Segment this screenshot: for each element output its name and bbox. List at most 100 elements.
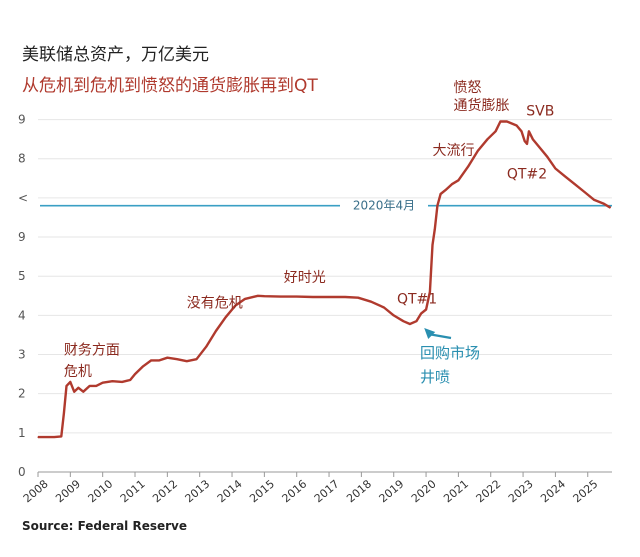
y-tick-label: 9 <box>18 113 26 127</box>
data-point <box>564 175 566 177</box>
x-tick-label: 2017 <box>312 477 342 505</box>
data-point <box>436 205 438 207</box>
data-point <box>370 301 372 303</box>
data-point <box>186 360 188 362</box>
annotation: 没有危机 <box>187 296 243 312</box>
data-point <box>234 304 236 307</box>
x-tick-label: 2015 <box>247 477 277 505</box>
data-point <box>528 130 530 132</box>
x-tick-label: 2008 <box>21 477 51 505</box>
data-point <box>224 316 227 318</box>
data-point <box>457 179 459 181</box>
x-tick-label: 2024 <box>538 477 568 505</box>
data-point <box>69 381 71 383</box>
callout-text: 井喷 <box>420 368 450 386</box>
y-tick-label: 4 <box>18 308 26 322</box>
data-point <box>546 156 548 158</box>
y-axis: 0 1 2 3 4 5 9 <8 9 <box>18 113 28 479</box>
data-point <box>158 359 160 361</box>
data-point <box>134 373 136 375</box>
x-tick-label: 2025 <box>571 477 601 505</box>
data-point <box>451 183 453 185</box>
data-point <box>176 358 178 360</box>
data-point <box>357 297 359 299</box>
data-point <box>477 150 479 152</box>
data-point <box>440 193 442 195</box>
data-point <box>603 203 605 205</box>
y-tick-label: 0 <box>18 465 26 479</box>
annotation: QT#2 <box>507 166 547 182</box>
data-point <box>142 365 144 367</box>
data-point <box>574 183 576 185</box>
data-point <box>494 130 497 132</box>
x-tick-label: 2016 <box>280 477 310 505</box>
data-point <box>532 138 534 140</box>
data-point <box>415 320 417 322</box>
y-tick-label: 8 <box>18 152 26 166</box>
x-tick-label: 2013 <box>183 477 213 505</box>
annotation: 财务方面 <box>64 343 120 359</box>
data-point <box>516 124 518 127</box>
data-point <box>215 330 217 332</box>
data-point <box>77 387 80 389</box>
data-point <box>296 295 298 298</box>
data-point <box>150 359 152 361</box>
annotation: 好时光 <box>284 270 326 286</box>
data-point <box>420 312 422 315</box>
data-point <box>583 191 586 193</box>
annotation: 通货膨胀 <box>454 97 510 114</box>
y-tick-label: 2 <box>18 387 26 401</box>
data-point <box>526 143 528 145</box>
x-tick-label: 2021 <box>441 477 471 505</box>
data-point <box>344 296 346 298</box>
data-point <box>429 291 431 293</box>
data-point <box>102 382 104 384</box>
data-point <box>402 320 405 322</box>
x-axis: 2008 2009 2010 2011 2012 2013 2014 2015 2016 2017… <box>21 471 612 505</box>
x-tick-label: 2011 <box>118 477 148 505</box>
y-tick-label: < <box>18 191 28 205</box>
y-tick-label: 5 <box>18 269 26 283</box>
data-point <box>279 295 282 298</box>
data-point <box>312 296 314 298</box>
data-point <box>506 120 508 123</box>
data-point <box>425 308 427 311</box>
data-point <box>73 391 75 393</box>
data-point <box>257 295 259 297</box>
data-point <box>129 379 131 381</box>
source-note: Source: Federal Reserve <box>22 519 187 533</box>
data-point <box>37 436 39 438</box>
x-tick-label: 2023 <box>506 477 536 505</box>
y-tick-label: 9 <box>18 230 26 244</box>
reference-line-label: 2020年4月 <box>353 199 415 213</box>
y-tick-label: 3 <box>18 348 26 362</box>
data-point <box>82 391 84 393</box>
annotation: 愤怒 <box>454 80 482 96</box>
data-point <box>263 295 265 297</box>
data-point <box>486 138 489 140</box>
data-point <box>244 298 246 300</box>
data-point <box>63 412 65 414</box>
data-point <box>467 165 469 168</box>
x-tick-label: 2009 <box>53 477 83 505</box>
series <box>37 120 612 439</box>
callout-text: 回购市场 <box>420 344 480 362</box>
data-point <box>431 244 434 246</box>
data-point <box>195 358 198 360</box>
data-point <box>60 435 62 437</box>
data-point <box>65 385 68 387</box>
chart-title: 美联储总资产，万亿美元 <box>22 45 209 65</box>
data-point <box>524 140 526 142</box>
x-tick-label: 2012 <box>150 477 180 505</box>
data-point <box>205 346 207 348</box>
data-point <box>434 228 436 230</box>
data-point <box>328 296 330 298</box>
data-point <box>444 189 447 191</box>
data-point <box>609 207 611 209</box>
data-point <box>383 306 385 309</box>
x-tick-label: 2014 <box>215 477 245 505</box>
data-point <box>538 146 540 148</box>
